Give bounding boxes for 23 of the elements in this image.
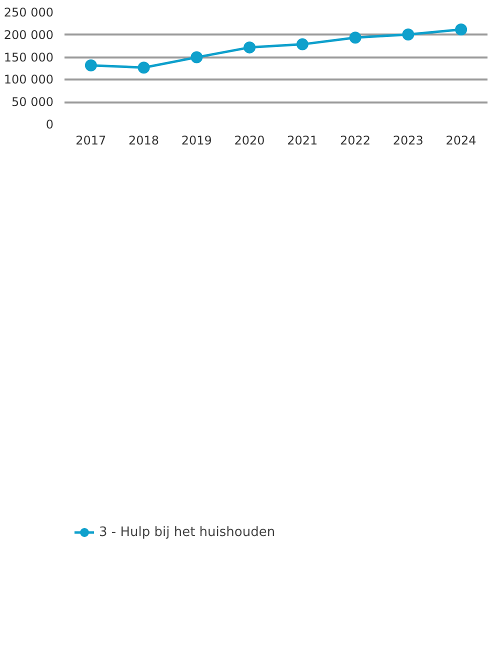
legend-label: 3 - Hulp bij het huishouden — [99, 524, 276, 540]
y-tick-label: 200 000 — [4, 28, 54, 42]
y-tick-label: 0 — [46, 118, 54, 132]
point — [455, 24, 468, 36]
x-tick-label: 2018 — [128, 134, 160, 148]
x-tick-label: 2022 — [340, 134, 371, 148]
point — [190, 51, 203, 64]
point — [244, 41, 256, 54]
point — [138, 62, 150, 74]
point — [84, 59, 97, 72]
x-tick-label: 2023 — [392, 134, 424, 148]
point — [402, 28, 414, 40]
x-tick-label: 2021 — [287, 134, 318, 148]
y-tick-label: 50 000 — [12, 95, 54, 110]
y-tick-label: 150 000 — [4, 50, 54, 64]
y-tick-label: 250 000 — [4, 6, 54, 20]
y-tick-label: 100 000 — [4, 72, 54, 87]
x-tick-label: 2019 — [181, 134, 212, 148]
x-tick-label: 2017 — [76, 134, 106, 148]
x-tick-label: 2020 — [234, 134, 265, 148]
point — [349, 32, 362, 44]
x-tick-label: 2024 — [446, 134, 476, 148]
point — [296, 38, 308, 50]
